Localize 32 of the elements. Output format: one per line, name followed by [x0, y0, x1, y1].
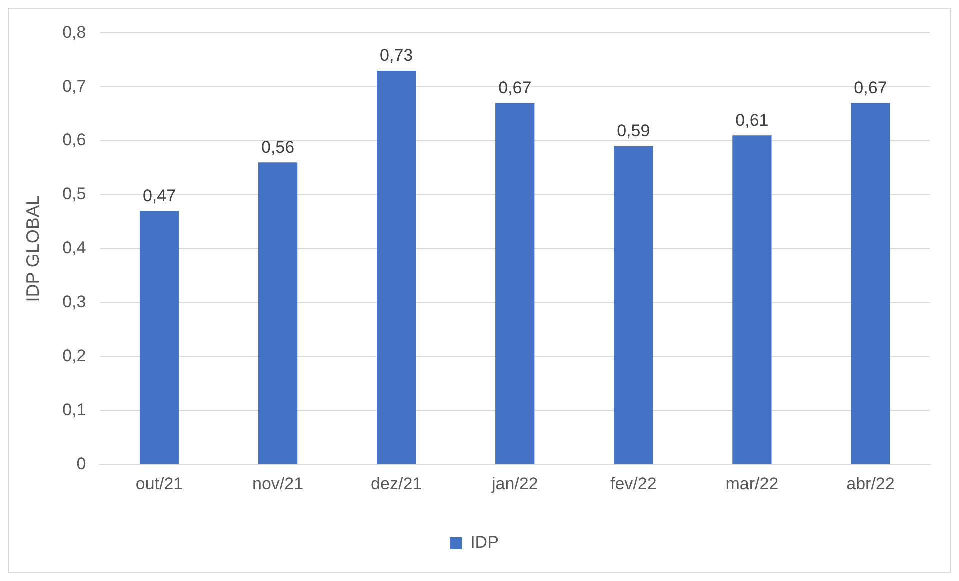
data-label: 0,59	[617, 122, 650, 141]
data-label: 0,47	[142, 186, 176, 206]
bar	[140, 211, 180, 464]
y-tick-label: 0,2	[62, 346, 86, 366]
y-tick-label: 0,1	[62, 400, 86, 420]
data-label: 0,61	[736, 110, 769, 130]
x-tick-label: mar/22	[726, 474, 779, 494]
bar	[851, 103, 890, 464]
y-tick-label: 0	[76, 454, 86, 474]
bar	[614, 146, 654, 464]
y-axis-title: IDP GLOBAL	[22, 196, 43, 302]
y-tick-label: 0,7	[62, 76, 86, 96]
x-tick-label: jan/22	[490, 474, 538, 494]
bar	[377, 70, 416, 464]
data-label: 0,67	[498, 78, 532, 98]
x-tick-label: dez/21	[371, 474, 422, 494]
bar	[496, 103, 535, 464]
data-label: 0,56	[261, 138, 295, 157]
y-tick-label: 0,3	[62, 292, 86, 312]
data-label: 0,67	[854, 78, 888, 98]
x-tick-label: out/21	[136, 474, 184, 494]
y-tick-label: 0,6	[62, 130, 86, 150]
x-tick-label: nov/21	[252, 474, 304, 494]
y-tick-label: 0,5	[62, 184, 86, 204]
legend-label: IDP	[470, 533, 499, 552]
y-tick-label: 0,8	[62, 22, 86, 42]
data-label: 0,73	[380, 46, 414, 66]
bar	[258, 162, 298, 464]
x-tick-label: fev/22	[610, 474, 657, 494]
x-tick-label: abr/22	[846, 474, 895, 494]
y-tick-label: 0,4	[62, 238, 86, 258]
bar	[732, 136, 772, 464]
